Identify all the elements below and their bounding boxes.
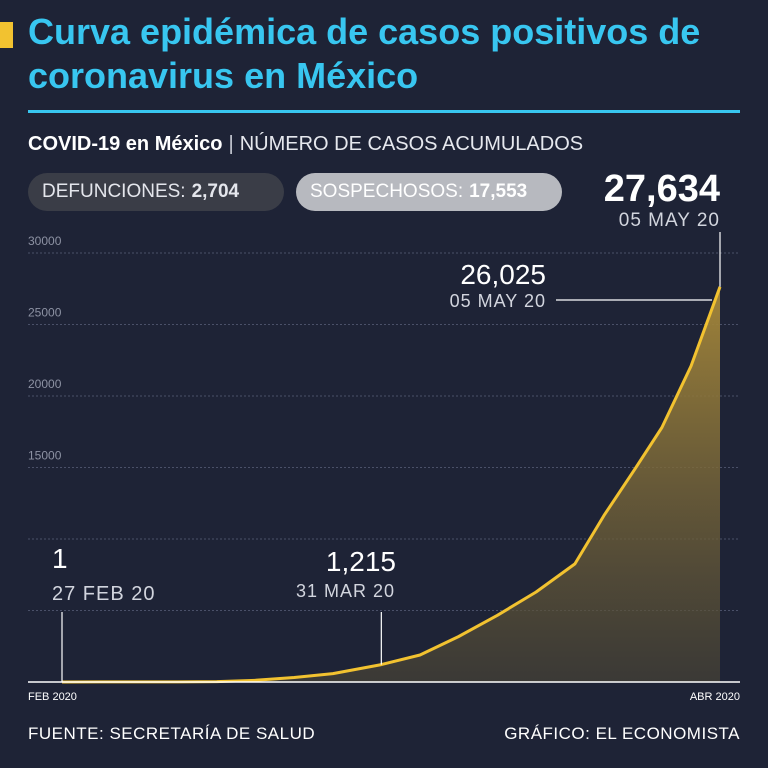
y-tick-label: 15000 — [28, 449, 62, 463]
y-tick-label: 30000 — [28, 234, 62, 248]
y-tick-label: 25000 — [28, 306, 62, 320]
subtitle-country: COVID-19 en México — [28, 133, 223, 155]
subtitle-metric: NÚMERO DE CASOS ACUMULADOS — [239, 133, 584, 155]
x-tick-label: FEB 2020 — [28, 691, 77, 703]
series-area — [62, 286, 720, 682]
footer-source: FUENTE: SECRETARÍA DE SALUD — [28, 724, 316, 743]
annotation-value: 1 — [52, 543, 68, 574]
deaths-value: 2,704 — [191, 181, 240, 202]
y-tick-label: 20000 — [28, 377, 62, 391]
x-tick-label: ABR 2020 — [690, 691, 740, 703]
chart-subtitle: COVID-19 en México | NÚMERO DE CASOS ACUMU… — [28, 133, 583, 156]
suspects-value: 17,553 — [469, 181, 528, 202]
page-title: Curva epidémica de casos positivos de co… — [28, 11, 701, 96]
annotation-value: 1,215 — [326, 546, 396, 577]
headline-total-date: 05 MAY 20 — [618, 210, 720, 231]
subtitle-separator: | — [228, 133, 234, 155]
annotation-date: 31 MAR 20 — [296, 581, 395, 601]
annotation-date: 27 FEB 20 — [52, 583, 156, 605]
deaths-label: DEFUNCIONES: — [42, 181, 186, 202]
title-divider — [28, 110, 740, 113]
annotation-date: 05 MAY 20 — [450, 291, 546, 311]
footer-credit: GRÁFICO: EL ECONOMISTA — [504, 724, 740, 743]
accent-bar — [0, 22, 13, 48]
headline-total-value: 27,634 — [603, 168, 720, 210]
annotation-value: 26,025 — [460, 259, 546, 290]
deaths-badge: DEFUNCIONES: 2,704 — [28, 173, 284, 211]
suspects-label: SOSPECHOSOS: — [310, 181, 464, 202]
suspects-badge: SOSPECHOSOS: 17,553 — [296, 173, 562, 211]
